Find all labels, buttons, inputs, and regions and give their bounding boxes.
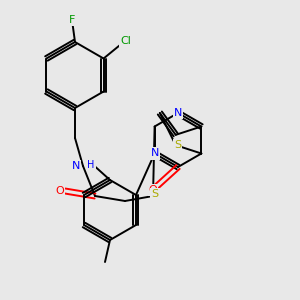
Text: N: N bbox=[174, 108, 182, 118]
Text: N: N bbox=[72, 161, 80, 171]
Text: N: N bbox=[150, 148, 159, 158]
Text: O: O bbox=[56, 186, 64, 196]
Text: S: S bbox=[174, 140, 181, 150]
Text: Cl: Cl bbox=[120, 35, 131, 46]
Text: S: S bbox=[152, 189, 159, 199]
Text: O: O bbox=[148, 185, 158, 195]
Text: S: S bbox=[152, 189, 159, 199]
Text: H: H bbox=[87, 160, 95, 170]
Text: F: F bbox=[69, 15, 75, 25]
